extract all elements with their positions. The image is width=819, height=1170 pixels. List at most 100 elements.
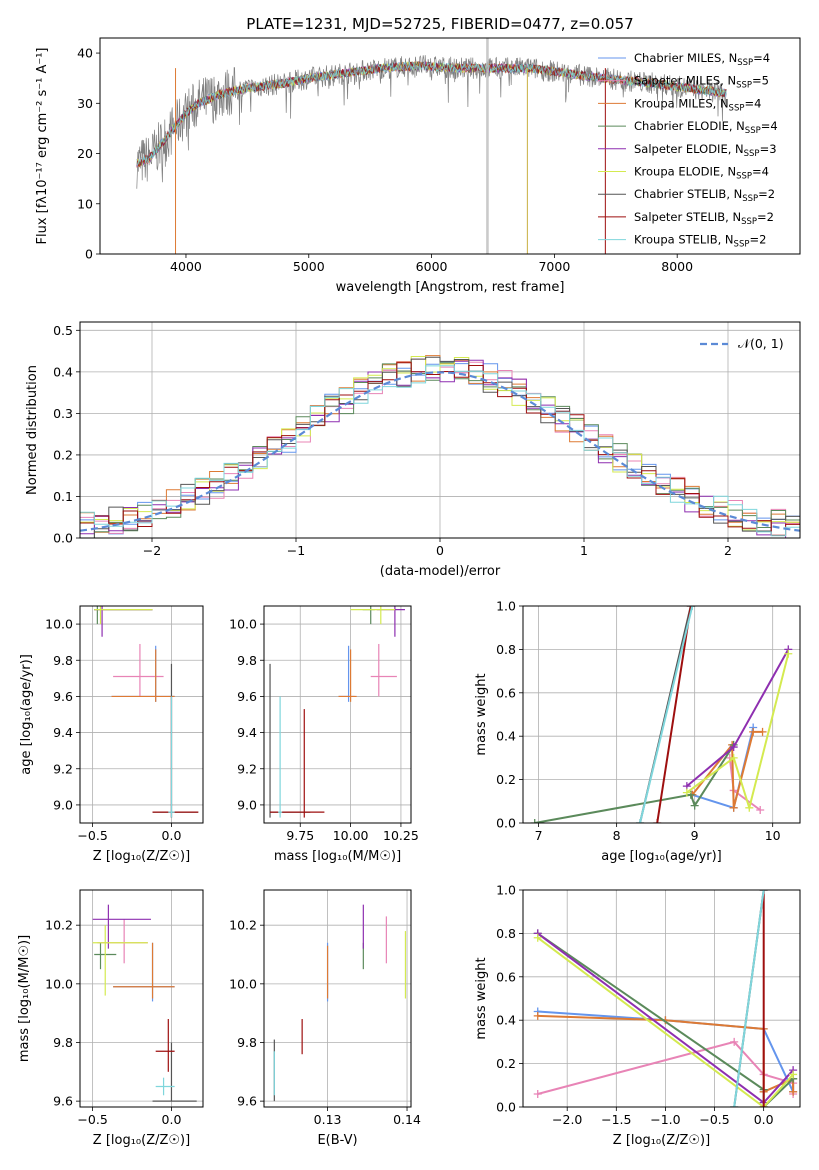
y-tick-label: 0.0 — [496, 816, 516, 831]
legend-suffix: =2 — [758, 187, 775, 201]
x-tick-label: −0.5 — [77, 828, 107, 843]
legend-subscript: SSP — [736, 172, 752, 182]
x-tick-label: 0 — [436, 543, 444, 558]
plot-area — [80, 355, 800, 538]
mass-vs-reddening-plot: 0.13 0.14 9.6 9.8 10.0 10.2 E(B-V) — [229, 889, 421, 1148]
y-tick-label: 0.8 — [496, 926, 516, 941]
y-tick-label: 9.2 — [237, 761, 257, 776]
x-tick-label: 2 — [724, 543, 732, 558]
x-tick-label: 0.0 — [162, 1112, 182, 1127]
y-axis-label: mass weight — [474, 957, 489, 1039]
weight-marker — [784, 649, 793, 658]
x-tick-label: 1 — [580, 543, 588, 558]
errorbar-point-kroupa-elodie — [94, 606, 153, 625]
x-tick-label: −1.0 — [650, 1112, 680, 1127]
axes-frame — [263, 889, 412, 1108]
y-axis-label: mass weight — [474, 673, 489, 755]
x-tick-label: 9 — [691, 828, 699, 843]
legend-subscript: SSP — [736, 81, 752, 91]
age-vs-metallicity-plot: −0.5 0.0 9.0 9.2 9.4 9.6 9.8 10.0 Z [log₁₀(Z/Z☉)… — [19, 605, 204, 864]
weight-marker — [533, 933, 542, 942]
errorbar-point-kroupa-miles — [338, 649, 357, 702]
legend-entry-salpeter-miles: Salpeter MILES, NSSP=5 — [634, 74, 769, 91]
x-tick-label: −0.5 — [699, 1112, 729, 1127]
axes-frame — [79, 889, 204, 1108]
legend-subscript: SSP — [745, 126, 761, 136]
histogram-kroupa-stelib — [80, 365, 800, 538]
y-tick-label: 30 — [77, 96, 93, 111]
weight-marker — [729, 743, 738, 752]
errorbar-point-chabrier-miles — [338, 645, 355, 702]
legend-label: Salpeter MILES, N — [634, 74, 736, 88]
axes-frame — [99, 37, 801, 255]
x-tick-label: 5000 — [293, 259, 325, 274]
x-axis-label: mass [log₁₀(M/M☉)] — [274, 849, 401, 864]
x-tick-label: 9.75 — [286, 828, 314, 843]
legend-suffix: =2 — [749, 233, 766, 247]
plot-area — [92, 904, 197, 1102]
x-axis-label: E(B-V) — [317, 1133, 357, 1148]
x-axis-label: age [log₁₀(age/yr)] — [601, 849, 722, 864]
weight-marker — [533, 1089, 542, 1098]
x-tick-label: 0.13 — [314, 1112, 342, 1127]
errorbar-point-kroupa-stelib — [155, 1077, 175, 1096]
x-tick-label: 10.00 — [333, 828, 369, 843]
legend-suffix: =4 — [753, 51, 770, 65]
errorbar-point-salpeter-stelib — [270, 709, 325, 818]
x-tick-label: −1.5 — [601, 1112, 631, 1127]
legend-suffix: =3 — [760, 142, 777, 156]
model-spectrum-kroupa-stelib — [136, 61, 727, 167]
weight-marker — [653, 819, 662, 823]
y-tick-label: 9.0 — [53, 797, 73, 812]
axes-frame — [79, 321, 801, 539]
legend-subscript: SSP — [729, 103, 745, 113]
y-tick-label: 0.2 — [496, 772, 516, 787]
y-tick-label: 1.0 — [496, 883, 516, 898]
errorbar-point-salpeter-stelib — [155, 1019, 175, 1072]
y-tick-label: 10 — [77, 196, 93, 211]
axes-frame — [522, 889, 801, 1108]
y-tick-label: 10.2 — [45, 918, 73, 933]
x-tick-label: 0.0 — [754, 1112, 774, 1127]
legend-entry-kroupa-elodie: Kroupa ELODIE, NSSP=4 — [634, 165, 769, 182]
weight-marker — [682, 788, 691, 797]
errorbar-point-chabrier-miles — [111, 645, 175, 702]
y-tick-label: 0.0 — [53, 531, 73, 546]
y-tick-label: 0.5 — [53, 323, 73, 338]
legend-entry-salpeter-stelib: Salpeter STELIB, NSSP=2 — [634, 210, 774, 227]
y-tick-label: 0 — [85, 247, 93, 262]
y-tick-label: 20 — [77, 146, 93, 161]
errorbar-point-salpeter-miles — [370, 643, 397, 697]
weight-marker — [756, 805, 765, 814]
spectrum-plot: 4000 5000 6000 7000 8000 0 10 20 30 40 wavelength … — [35, 37, 801, 295]
legend-entry-chabrier-elodie: Chabrier ELODIE, NSSP=4 — [634, 119, 778, 136]
legend-normal-label: 𝒩(0, 1) — [738, 336, 784, 351]
legend-subscript: SSP — [744, 149, 760, 159]
y-tick-label: 0.1 — [53, 489, 73, 504]
y-tick-label: 0.6 — [496, 685, 516, 700]
legend-subscript: SSP — [734, 240, 750, 250]
plot-area — [273, 904, 407, 1102]
y-tick-label: 9.2 — [53, 761, 73, 776]
y-tick-label: 9.4 — [237, 725, 257, 740]
weight-marker — [789, 1087, 798, 1096]
errorbar-point-kroupa-stelib — [168, 696, 175, 818]
y-tick-label: 0.6 — [496, 969, 516, 984]
weight-line-kroupa-stelib — [733, 890, 765, 1107]
y-tick-label: 10.2 — [229, 918, 257, 933]
y-tick-label: 10.0 — [229, 617, 257, 632]
weight-marker — [729, 803, 738, 812]
y-tick-label: 0.4 — [496, 729, 516, 744]
y-tick-label: 9.8 — [53, 1035, 73, 1050]
errorbar-point-chabrier-stelib — [152, 1042, 197, 1102]
legend-entry-chabrier-miles: Chabrier MILES, NSSP=4 — [634, 51, 770, 68]
legend-entry-kroupa-stelib: Kroupa STELIB, NSSP=2 — [634, 233, 766, 250]
y-axis-label: age [log₁₀(age/yr)] — [19, 654, 34, 775]
legend-label: Chabrier MILES, N — [634, 51, 737, 65]
legend-label: Kroupa STELIB, N — [634, 233, 734, 247]
x-tick-label: −1 — [287, 543, 305, 558]
y-tick-label: 40 — [77, 46, 93, 61]
weight-line-kroupa-elodie — [537, 936, 794, 1107]
x-tick-label: 10 — [765, 828, 781, 843]
errorbar-point-kroupa-miles — [111, 649, 175, 702]
